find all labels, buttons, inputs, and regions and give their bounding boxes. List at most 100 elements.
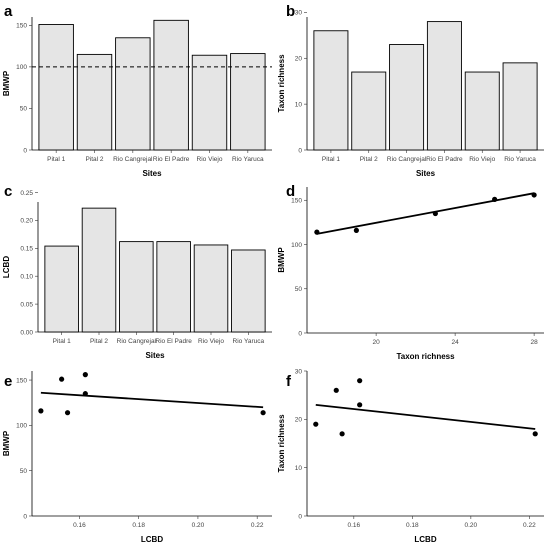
y-tick-label-e: 0 bbox=[23, 513, 27, 520]
y-tick-label-e: 150 bbox=[16, 377, 27, 384]
x-tick-label-e: 0.22 bbox=[251, 522, 264, 529]
bar-c bbox=[231, 249, 266, 333]
y-tick-label-c: 0.15 bbox=[20, 246, 33, 253]
y-tick-label-f: 10 bbox=[295, 465, 303, 472]
y-axis-title-d: BMWP bbox=[277, 247, 286, 273]
x-tick-label-c: Rio Cangrejal bbox=[117, 338, 157, 345]
data-point-f bbox=[339, 431, 345, 437]
y-tick-label-f: 30 bbox=[295, 368, 303, 375]
x-tick-label-d: 24 bbox=[452, 339, 460, 346]
data-point-f bbox=[357, 378, 363, 384]
y-tick-label-a: 0 bbox=[23, 147, 27, 154]
x-tick-label-a: Pital 1 bbox=[47, 156, 65, 163]
x-tick-label-e: 0.20 bbox=[192, 522, 205, 529]
x-tick-label-a: Pital 2 bbox=[85, 156, 103, 163]
bar-c bbox=[156, 241, 191, 333]
bar-b bbox=[351, 71, 387, 151]
y-tick-label-c: 0.20 bbox=[20, 218, 33, 225]
data-point-e bbox=[64, 410, 71, 416]
x-tick-label-f: 0.20 bbox=[465, 522, 478, 529]
x-axis-title-b: Sites bbox=[416, 169, 436, 178]
x-axis-title-d: Taxon richness bbox=[396, 352, 455, 361]
x-tick-label-a: Rio El Padre bbox=[153, 156, 190, 163]
y-tick-label-c: 0.05 bbox=[20, 301, 33, 308]
y-axis-title-a: BMWP bbox=[2, 70, 11, 96]
x-tick-label-f: 0.22 bbox=[523, 522, 536, 529]
y-tick-label-d: 50 bbox=[295, 286, 303, 293]
y-tick-label-f: 0 bbox=[298, 513, 302, 520]
x-tick-label-a: Rio Viejo bbox=[197, 156, 223, 163]
y-tick-label-b: 10 bbox=[295, 101, 303, 108]
y-tick-label-f: 20 bbox=[295, 417, 303, 424]
bar-a bbox=[115, 37, 151, 151]
data-point-d bbox=[314, 229, 320, 235]
x-tick-label-b: Pital 2 bbox=[360, 156, 378, 163]
x-tick-label-f: 0.16 bbox=[347, 522, 360, 529]
data-point-e bbox=[59, 376, 65, 382]
data-point-f bbox=[333, 387, 339, 393]
y-tick-label-d: 0 bbox=[298, 330, 302, 337]
x-tick-label-b: Rio Viejo bbox=[469, 156, 495, 163]
panel-letter-d: d bbox=[286, 183, 295, 200]
bar-a bbox=[38, 24, 74, 151]
data-point-e bbox=[82, 372, 88, 378]
x-tick-label-b: Rio El Padre bbox=[426, 156, 463, 163]
x-tick-label-a: Rio Yaruca bbox=[232, 156, 264, 163]
x-tick-label-c: Rio El Padre bbox=[155, 338, 192, 345]
x-tick-label-b: Rio Yaruca bbox=[504, 156, 536, 163]
y-tick-label-d: 150 bbox=[291, 198, 302, 205]
bar-a bbox=[191, 54, 228, 151]
x-tick-label-f: 0.18 bbox=[406, 522, 419, 529]
x-tick-label-c: Pital 1 bbox=[53, 338, 71, 345]
y-tick-label-c: 0.10 bbox=[20, 274, 33, 281]
bar-c bbox=[193, 244, 229, 333]
y-tick-label-b: 0 bbox=[298, 147, 302, 154]
panel-letter-e: e bbox=[4, 373, 12, 390]
y-axis-title-f: Taxon richness bbox=[277, 414, 286, 473]
data-point-e bbox=[38, 408, 44, 414]
data-point-d bbox=[531, 192, 537, 198]
y-tick-label-a: 50 bbox=[20, 106, 28, 113]
y-tick-label-a: 150 bbox=[16, 23, 27, 30]
y-axis-title-b: Taxon richness bbox=[277, 54, 286, 113]
data-point-e bbox=[260, 410, 266, 416]
x-axis-title-a: Sites bbox=[142, 169, 162, 178]
x-axis-title-f: LCBD bbox=[414, 535, 436, 543]
data-point-e bbox=[82, 391, 88, 397]
bar-c bbox=[119, 241, 154, 333]
bar-a bbox=[76, 53, 113, 151]
y-axis-title-c: LCBD bbox=[2, 256, 11, 278]
fit-line-e bbox=[40, 391, 264, 409]
bar-b bbox=[389, 44, 425, 151]
x-tick-label-c: Rio Yaruca bbox=[233, 338, 265, 345]
y-tick-label-d: 100 bbox=[291, 242, 302, 249]
x-tick-label-a: Rio Cangrejal bbox=[113, 156, 153, 163]
x-tick-label-c: Pital 2 bbox=[90, 338, 108, 345]
data-point-f bbox=[313, 421, 319, 427]
bar-b bbox=[426, 21, 462, 151]
x-tick-label-e: 0.16 bbox=[73, 522, 86, 529]
x-axis-title-c: Sites bbox=[145, 351, 165, 360]
x-tick-label-d: 28 bbox=[531, 339, 539, 346]
data-point-f bbox=[532, 431, 538, 437]
panel-letter-f: f bbox=[286, 373, 292, 390]
fit-line-d bbox=[316, 192, 535, 235]
x-tick-label-b: Pital 1 bbox=[322, 156, 340, 163]
y-tick-label-c: 0.25 bbox=[20, 190, 33, 197]
panel-letter-c: c bbox=[4, 183, 12, 200]
x-tick-label-b: Rio Cangrejal bbox=[387, 156, 427, 163]
y-tick-label-a: 100 bbox=[16, 64, 27, 71]
bar-b bbox=[502, 62, 538, 151]
bar-c bbox=[44, 245, 79, 333]
y-axis-title-e: BMWP bbox=[2, 430, 11, 456]
data-point-d bbox=[432, 210, 438, 217]
y-tick-label-b: 30 bbox=[295, 10, 303, 17]
panel-letter-b: b bbox=[286, 3, 295, 20]
bar-a bbox=[153, 19, 189, 151]
y-tick-label-c: 0.00 bbox=[20, 329, 33, 336]
y-tick-label-e: 100 bbox=[16, 423, 27, 430]
data-point-f bbox=[357, 402, 363, 408]
y-tick-label-e: 50 bbox=[20, 468, 28, 475]
bar-b bbox=[313, 30, 349, 151]
